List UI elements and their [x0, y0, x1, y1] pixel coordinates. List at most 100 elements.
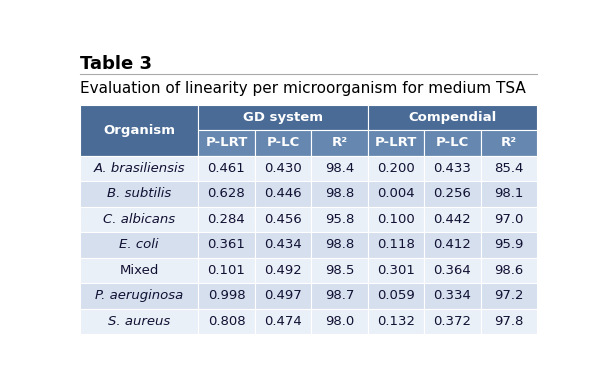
Bar	[198, 130, 255, 155]
Text: 0.474: 0.474	[264, 315, 302, 328]
Bar	[311, 207, 368, 232]
Bar	[368, 257, 424, 283]
Bar	[480, 130, 537, 155]
Bar	[368, 181, 424, 207]
Bar	[255, 130, 311, 155]
Text: 0.628: 0.628	[208, 188, 246, 201]
Text: 0.430: 0.430	[264, 162, 302, 175]
Bar	[368, 130, 424, 155]
Bar	[424, 309, 480, 334]
Bar	[255, 232, 311, 257]
Bar	[311, 181, 368, 207]
Bar	[480, 207, 537, 232]
Bar	[311, 283, 368, 309]
Text: 0.132: 0.132	[377, 315, 415, 328]
Text: 95.9: 95.9	[494, 238, 524, 251]
Bar	[368, 232, 424, 257]
Bar	[368, 155, 424, 181]
Bar	[424, 155, 480, 181]
Text: 97.8: 97.8	[494, 315, 524, 328]
Bar	[480, 257, 537, 283]
Bar	[80, 232, 198, 257]
Bar	[480, 309, 537, 334]
Text: 0.284: 0.284	[208, 213, 246, 226]
Bar	[480, 283, 537, 309]
Text: 98.8: 98.8	[325, 238, 354, 251]
Bar	[255, 309, 311, 334]
Bar	[80, 155, 198, 181]
Text: 0.372: 0.372	[433, 315, 471, 328]
Bar	[311, 257, 368, 283]
Text: R²: R²	[501, 136, 517, 149]
Text: Compendial: Compendial	[408, 111, 497, 124]
Text: 0.808: 0.808	[208, 315, 245, 328]
Bar	[80, 105, 198, 155]
Bar	[198, 181, 255, 207]
Bar	[424, 130, 480, 155]
Text: 98.6: 98.6	[494, 264, 524, 277]
Text: 0.998: 0.998	[208, 289, 245, 303]
Text: P. aeruginosa: P. aeruginosa	[95, 289, 183, 303]
Text: Organism: Organism	[103, 124, 175, 137]
Bar	[198, 105, 368, 130]
Text: P-LC: P-LC	[436, 136, 469, 149]
Bar	[80, 257, 198, 283]
Bar	[198, 309, 255, 334]
Text: Evaluation of linearity per microorganism for medium TSA: Evaluation of linearity per microorganis…	[80, 81, 526, 96]
Text: E. coli: E. coli	[119, 238, 159, 251]
Bar	[424, 283, 480, 309]
Text: 95.8: 95.8	[324, 213, 354, 226]
Text: 0.301: 0.301	[377, 264, 415, 277]
Text: 0.442: 0.442	[433, 213, 471, 226]
Text: 0.412: 0.412	[433, 238, 471, 251]
Bar	[80, 207, 198, 232]
Bar	[198, 283, 255, 309]
Bar	[480, 181, 537, 207]
Bar	[311, 130, 368, 155]
Text: 0.446: 0.446	[264, 188, 302, 201]
Text: 0.118: 0.118	[377, 238, 415, 251]
Text: 85.4: 85.4	[494, 162, 524, 175]
Text: 98.7: 98.7	[324, 289, 354, 303]
Text: 0.461: 0.461	[208, 162, 246, 175]
Text: 0.101: 0.101	[208, 264, 246, 277]
Text: 98.8: 98.8	[325, 188, 354, 201]
Text: 0.361: 0.361	[208, 238, 246, 251]
Bar	[80, 283, 198, 309]
Text: Table 3: Table 3	[80, 55, 152, 73]
Bar	[255, 283, 311, 309]
Bar	[80, 309, 198, 334]
Bar	[424, 181, 480, 207]
Text: 97.0: 97.0	[494, 213, 524, 226]
Bar	[255, 257, 311, 283]
Text: 0.434: 0.434	[264, 238, 302, 251]
Bar	[424, 232, 480, 257]
Text: 0.334: 0.334	[433, 289, 471, 303]
Text: 0.364: 0.364	[433, 264, 471, 277]
Text: 0.456: 0.456	[264, 213, 302, 226]
Bar	[424, 257, 480, 283]
Text: P-LC: P-LC	[266, 136, 300, 149]
Text: S. aureus: S. aureus	[108, 315, 170, 328]
Bar	[368, 309, 424, 334]
Text: C. albicans: C. albicans	[103, 213, 175, 226]
Bar	[368, 283, 424, 309]
Bar	[198, 257, 255, 283]
Bar	[480, 232, 537, 257]
Bar	[368, 105, 537, 130]
Text: P-LRT: P-LRT	[205, 136, 247, 149]
Bar	[480, 155, 537, 181]
Text: 0.492: 0.492	[264, 264, 302, 277]
Bar	[255, 155, 311, 181]
Text: B. subtilis: B. subtilis	[107, 188, 171, 201]
Bar	[198, 207, 255, 232]
Bar	[368, 207, 424, 232]
Bar	[198, 155, 255, 181]
Text: 0.059: 0.059	[377, 289, 415, 303]
Bar	[424, 207, 480, 232]
Text: 98.1: 98.1	[494, 188, 524, 201]
Text: 98.5: 98.5	[324, 264, 354, 277]
Text: 98.4: 98.4	[325, 162, 354, 175]
Text: 0.433: 0.433	[433, 162, 471, 175]
Bar	[311, 232, 368, 257]
